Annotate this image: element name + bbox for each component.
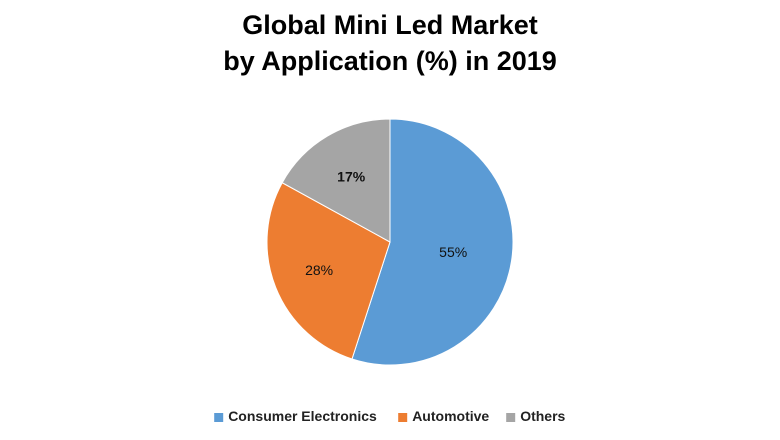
legend-label-automotive: Automotive [412, 408, 489, 424]
pie-slice-others [281, 118, 391, 243]
data-label-others: 17% [337, 168, 366, 184]
legend-label-consumer-electronics: Consumer Electronics [228, 408, 377, 424]
pie-slices [266, 118, 514, 366]
chart-title: Global Mini Led Market by Application (%… [223, 10, 557, 76]
data-label-automotive: 28% [305, 262, 333, 278]
pie-slice-consumer-electronics [351, 118, 514, 366]
data-label-consumer-electronics: 55% [439, 244, 467, 260]
pie-slice-automotive [266, 182, 391, 360]
legend-swatch-others [506, 413, 516, 422]
pie-data-labels: 55% 28% 17% [305, 168, 467, 278]
chart-title-line-1: Global Mini Led Market [242, 10, 538, 40]
legend-swatch-automotive [398, 413, 408, 422]
legend-swatch-consumer-electronics [214, 413, 224, 422]
chart-legend: Consumer Electronics Automotive Others [214, 408, 566, 424]
legend-label-others: Others [520, 408, 565, 424]
chart-title-line-2: by Application (%) in 2019 [223, 46, 557, 76]
